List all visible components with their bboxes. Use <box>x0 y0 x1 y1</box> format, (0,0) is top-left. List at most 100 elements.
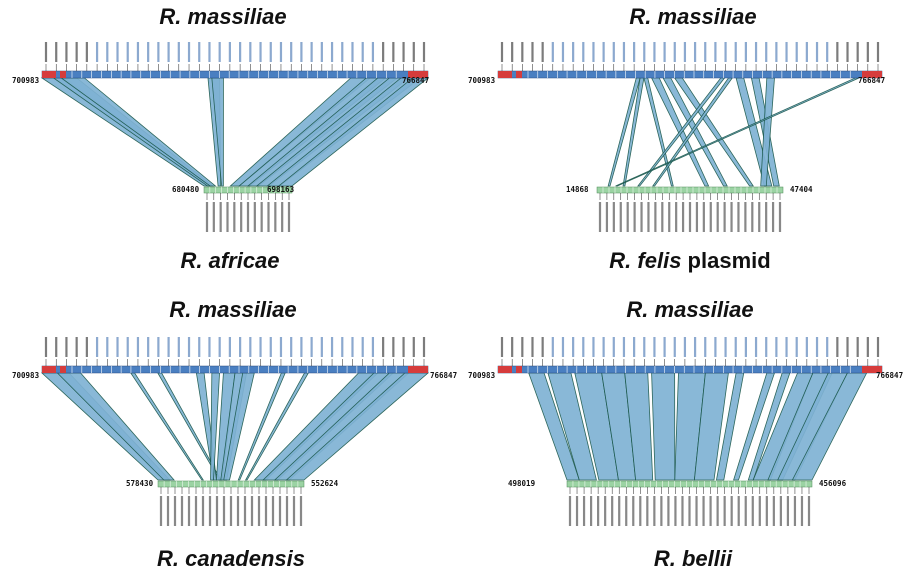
gene-label-mark <box>807 496 811 526</box>
gene-label-mark <box>371 42 375 62</box>
gene-label-mark <box>815 42 819 62</box>
gene-label-mark <box>236 496 240 526</box>
gene-label-mark <box>382 42 385 62</box>
top-genome-track <box>497 365 883 374</box>
gene-label-mark <box>55 42 58 62</box>
gene-label-mark <box>846 42 849 62</box>
gene-label-mark <box>269 42 272 62</box>
gene-label-mark <box>688 496 691 526</box>
gene-label-mark <box>765 202 768 232</box>
gene-label-mark <box>675 202 678 232</box>
top-track-start-segment <box>498 366 512 373</box>
gene-label-mark <box>785 42 788 62</box>
synteny-band <box>643 77 674 187</box>
gene-label-mark <box>866 337 869 357</box>
gene-label-mark <box>65 337 68 357</box>
synteny-band <box>607 77 641 187</box>
panel-3-bottom-end: 552624 <box>311 479 339 488</box>
top-track-start-segment <box>42 366 56 373</box>
gene-label-mark <box>856 42 859 62</box>
gene-label-mark <box>382 337 385 357</box>
panel-1-bands <box>40 77 430 187</box>
gene-label-mark <box>228 42 231 62</box>
gene-label-mark <box>793 496 797 526</box>
gene-label-mark <box>402 337 405 357</box>
synteny-band <box>60 77 217 187</box>
gene-label-mark <box>619 202 622 232</box>
gene-label-mark <box>215 496 219 526</box>
gene-label-mark <box>754 337 758 357</box>
gene-label-mark <box>259 337 262 357</box>
gene-label-mark <box>660 496 663 526</box>
top-track-start-segment <box>42 71 56 78</box>
gene-label-mark <box>775 337 778 357</box>
gene-label-mark <box>702 496 705 526</box>
panel-3-top-genome-title: R. massiliae <box>169 297 296 322</box>
gene-label-mark <box>198 42 201 62</box>
gene-label-mark <box>290 337 293 357</box>
panel-3-bottom-genome-title: R. canadensis <box>157 546 305 571</box>
gene-label-mark <box>226 202 229 232</box>
gene-label-mark <box>299 496 303 526</box>
gene-label-mark <box>85 337 88 357</box>
gene-label-mark <box>836 337 839 357</box>
gene-label-mark <box>229 496 233 526</box>
gene-label-mark <box>300 42 303 62</box>
gene-label-mark <box>597 496 600 526</box>
gene-label-mark <box>320 337 323 357</box>
gene-label-mark <box>290 42 293 62</box>
gene-label-mark <box>126 42 129 62</box>
gene-label-mark <box>531 42 534 62</box>
panel-3-top-start: 700983 <box>12 371 40 380</box>
gene-label-mark <box>281 202 284 232</box>
panel-2-bottom-track <box>596 186 784 194</box>
gene-label-mark <box>605 202 609 232</box>
panel-2-top-track <box>497 70 883 79</box>
gene-label-mark <box>771 202 775 232</box>
gene-label-mark <box>758 202 761 232</box>
gene-label-mark <box>330 42 334 62</box>
synteny-band <box>615 77 860 187</box>
gene-label-mark <box>734 337 737 357</box>
gene-label-mark <box>205 202 209 232</box>
gene-label-mark <box>371 337 375 357</box>
gene-label-mark <box>279 337 283 357</box>
top-genome-track <box>41 365 429 374</box>
top-track-start-segment <box>516 366 522 373</box>
gene-label-mark <box>219 202 222 232</box>
gene-label-mark <box>412 42 415 62</box>
top-genome-track <box>41 70 429 79</box>
gene-label-mark <box>663 337 666 357</box>
gene-label-mark <box>511 337 514 357</box>
gene-label-mark <box>167 337 170 357</box>
panel-2-bottom-genome-title: R. felis plasmid <box>609 248 770 273</box>
gene-label-mark <box>147 42 150 62</box>
gene-label-mark <box>351 42 354 62</box>
gene-label-mark <box>805 337 808 357</box>
panel-3-top-track <box>41 365 429 374</box>
gene-label-mark <box>612 202 615 232</box>
gene-label-mark <box>253 202 256 232</box>
gene-label-mark <box>44 337 48 357</box>
gene-label-mark <box>287 202 291 232</box>
gene-label-mark <box>274 202 277 232</box>
panel-3-bottom-track <box>157 480 305 488</box>
gene-label-mark <box>147 337 150 357</box>
panel-2-bottom-genome-suffix: plasmid <box>681 248 770 273</box>
gene-label-mark <box>116 337 119 357</box>
gene-label-mark <box>598 202 602 232</box>
gene-label-mark <box>412 337 415 357</box>
gene-label-mark <box>737 202 740 232</box>
gene-label-mark <box>661 202 664 232</box>
gene-label-mark <box>674 496 677 526</box>
gene-label-mark <box>695 202 699 232</box>
gene-label-mark <box>95 337 99 357</box>
gene-label-mark <box>795 42 798 62</box>
gene-label-mark <box>625 496 628 526</box>
panel-3-top-gene-labels <box>44 337 426 366</box>
gene-label-mark <box>846 337 849 357</box>
gene-label-mark <box>106 337 109 357</box>
gene-label-mark <box>639 496 642 526</box>
gene-label-mark <box>271 496 275 526</box>
panel-3-bottom-gene-labels <box>159 487 303 526</box>
